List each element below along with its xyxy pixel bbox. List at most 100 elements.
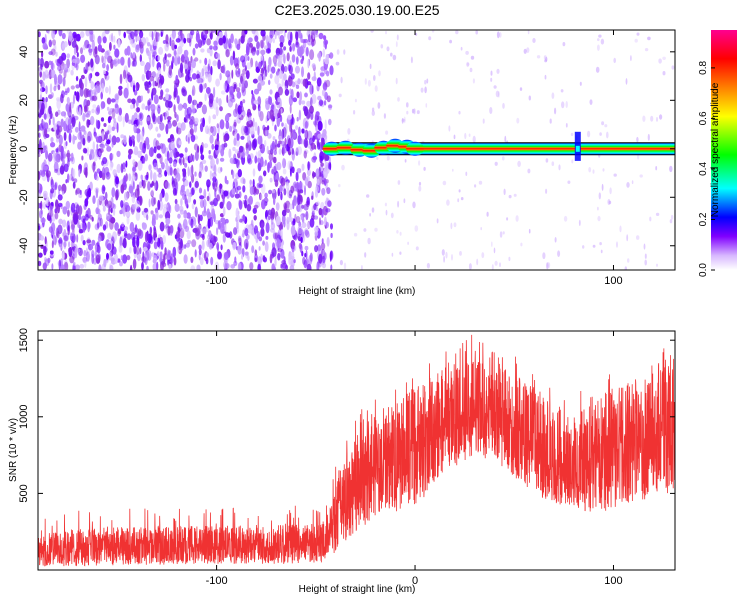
spectrogram-noise-cell [216,157,219,165]
spectrogram-speckle [493,247,496,254]
spectrogram-noise-cell [45,170,51,178]
spectrogram-noise-cell [131,60,135,67]
spectrogram-noise-cell [192,47,196,56]
spectrogram-noise-cell [291,245,295,253]
spectrogram-noise-cell [113,35,116,43]
spectrogram-noise-cell [58,202,63,208]
spectrogram-band-blob [336,140,355,155]
spectrogram-noise-cell [289,104,292,114]
spectrogram-noise-cell [115,136,121,143]
spectrogram-noise-cell [328,155,331,164]
spectrogram-noise-cell [203,206,206,214]
spectrogram-noise-cell [273,156,277,164]
spectrogram-noise-cell [237,210,240,215]
spectrogram-noise-cell [53,184,58,191]
spectrogram-speckle [601,183,604,191]
spectrogram-noise-cell [304,92,308,98]
spectrogram-noise-cell [184,179,189,187]
spectrogram-speckle [455,30,459,35]
spectrogram-noise-cell [183,37,187,44]
spectrogram-noise-cell [274,62,277,67]
spectrogram-noise-cell [268,95,271,105]
spectrogram-noise-cell [68,241,71,248]
spectrogram-noise-cell [63,241,67,248]
spectrogram-noise-cell [190,265,196,270]
spectrogram-speckle [376,156,379,160]
spectrogram-noise-cell [179,40,184,48]
spectrogram-noise-cell [170,141,175,150]
spectrogram-noise-cell [288,217,294,222]
spectrogram-noise-cell [306,100,311,107]
spectrogram-noise-cell [113,253,119,264]
spectrogram-noise-cell [82,44,86,51]
spectrogram-speckle [554,107,557,115]
spectrogram-noise-cell [283,73,287,81]
spectrogram-noise-cell [167,53,172,58]
spectrogram-noise-cell [306,168,311,177]
spectrogram-noise-cell [128,185,134,194]
spectrogram-noise-cell [106,64,109,72]
spectrogram-noise-cell [220,148,225,157]
spectrogram-noise-cell [94,84,99,95]
spectrogram-noise-cell [211,172,217,178]
spectrogram-noise-cell [40,224,43,229]
spectrogram-speckle [460,46,463,51]
spectrogram-noise-cell [76,234,79,243]
spectrogram-noise-cell [217,98,222,106]
spectrogram-noise-cell [287,160,292,170]
spectrogram-noise-cell [133,89,138,96]
spectrogram-noise-cell [75,189,78,196]
spectrogram-noise-cell [254,35,259,42]
spectrogram-speckle [571,159,574,164]
spectrogram-xlabel: Height of straight line (km) [299,286,416,297]
spectrogram-noise-cell [165,100,170,108]
spectrogram-noise-cell [187,94,192,105]
spectrogram-noise-cell [303,138,309,148]
spectrogram-noise-cell [39,138,42,150]
spectrogram-noise-cell [175,38,181,43]
spectrogram-noise-cell [55,51,58,57]
spectrogram-noise-cell [183,254,188,264]
spectrogram-noise-cell [287,63,290,71]
spectrogram-noise-cell [225,232,229,237]
spectrogram-noise-cell [133,245,137,255]
spectrogram-speckle [517,160,521,167]
spectrogram-noise-cell [189,128,194,136]
spectrogram-noise-cell [159,221,165,232]
spectrogram-noise-cell [312,171,315,179]
spectrogram-noise-cell [66,87,70,93]
spectrogram-noise-cell [180,198,183,207]
spectrogram-noise-cell [85,167,88,178]
spectrogram-noise-cell [60,264,65,270]
spectrogram-noise-cell [92,95,98,102]
spectrogram-noise-cell [294,213,297,223]
spectrogram-noise-cell [72,134,76,145]
spectrogram-noise-cell [300,214,303,220]
spectrogram-noise-cell [187,240,192,245]
spectrogram-noise-cell [231,69,234,79]
spectrogram-speckle [416,110,420,115]
spectrogram-speckle [649,216,652,222]
spectrogram-noise-cell [70,85,75,90]
spectrogram-noise-cell [323,100,327,106]
spectrogram-speckle [502,231,505,235]
spectrogram-noise-cell [90,149,95,160]
spectrogram-noise-cell [207,218,211,229]
spectrogram-speckle [369,213,371,217]
spectrogram-noise-cell [299,46,304,56]
spectrogram-noise-cell [216,123,219,129]
spectrogram-noise-cell [73,47,77,56]
spectrogram-noise-cell [290,225,296,236]
spectrogram-noise-cell [282,157,285,169]
spectrogram-speckle [452,168,454,172]
spectrogram-noise-cell [324,119,327,130]
spectrogram-noise-cell [252,207,257,214]
spectrogram-noise-cell [276,161,282,171]
spectrogram-speckle [418,160,421,166]
spectrogram-noise-cell [140,60,145,66]
spectrogram-noise-cell [128,148,133,155]
spectrogram-noise-cell [58,259,61,270]
spectrogram-noise-cell [42,71,46,81]
spectrogram-noise-cell [249,126,255,135]
spectrogram-noise-cell [102,224,107,231]
